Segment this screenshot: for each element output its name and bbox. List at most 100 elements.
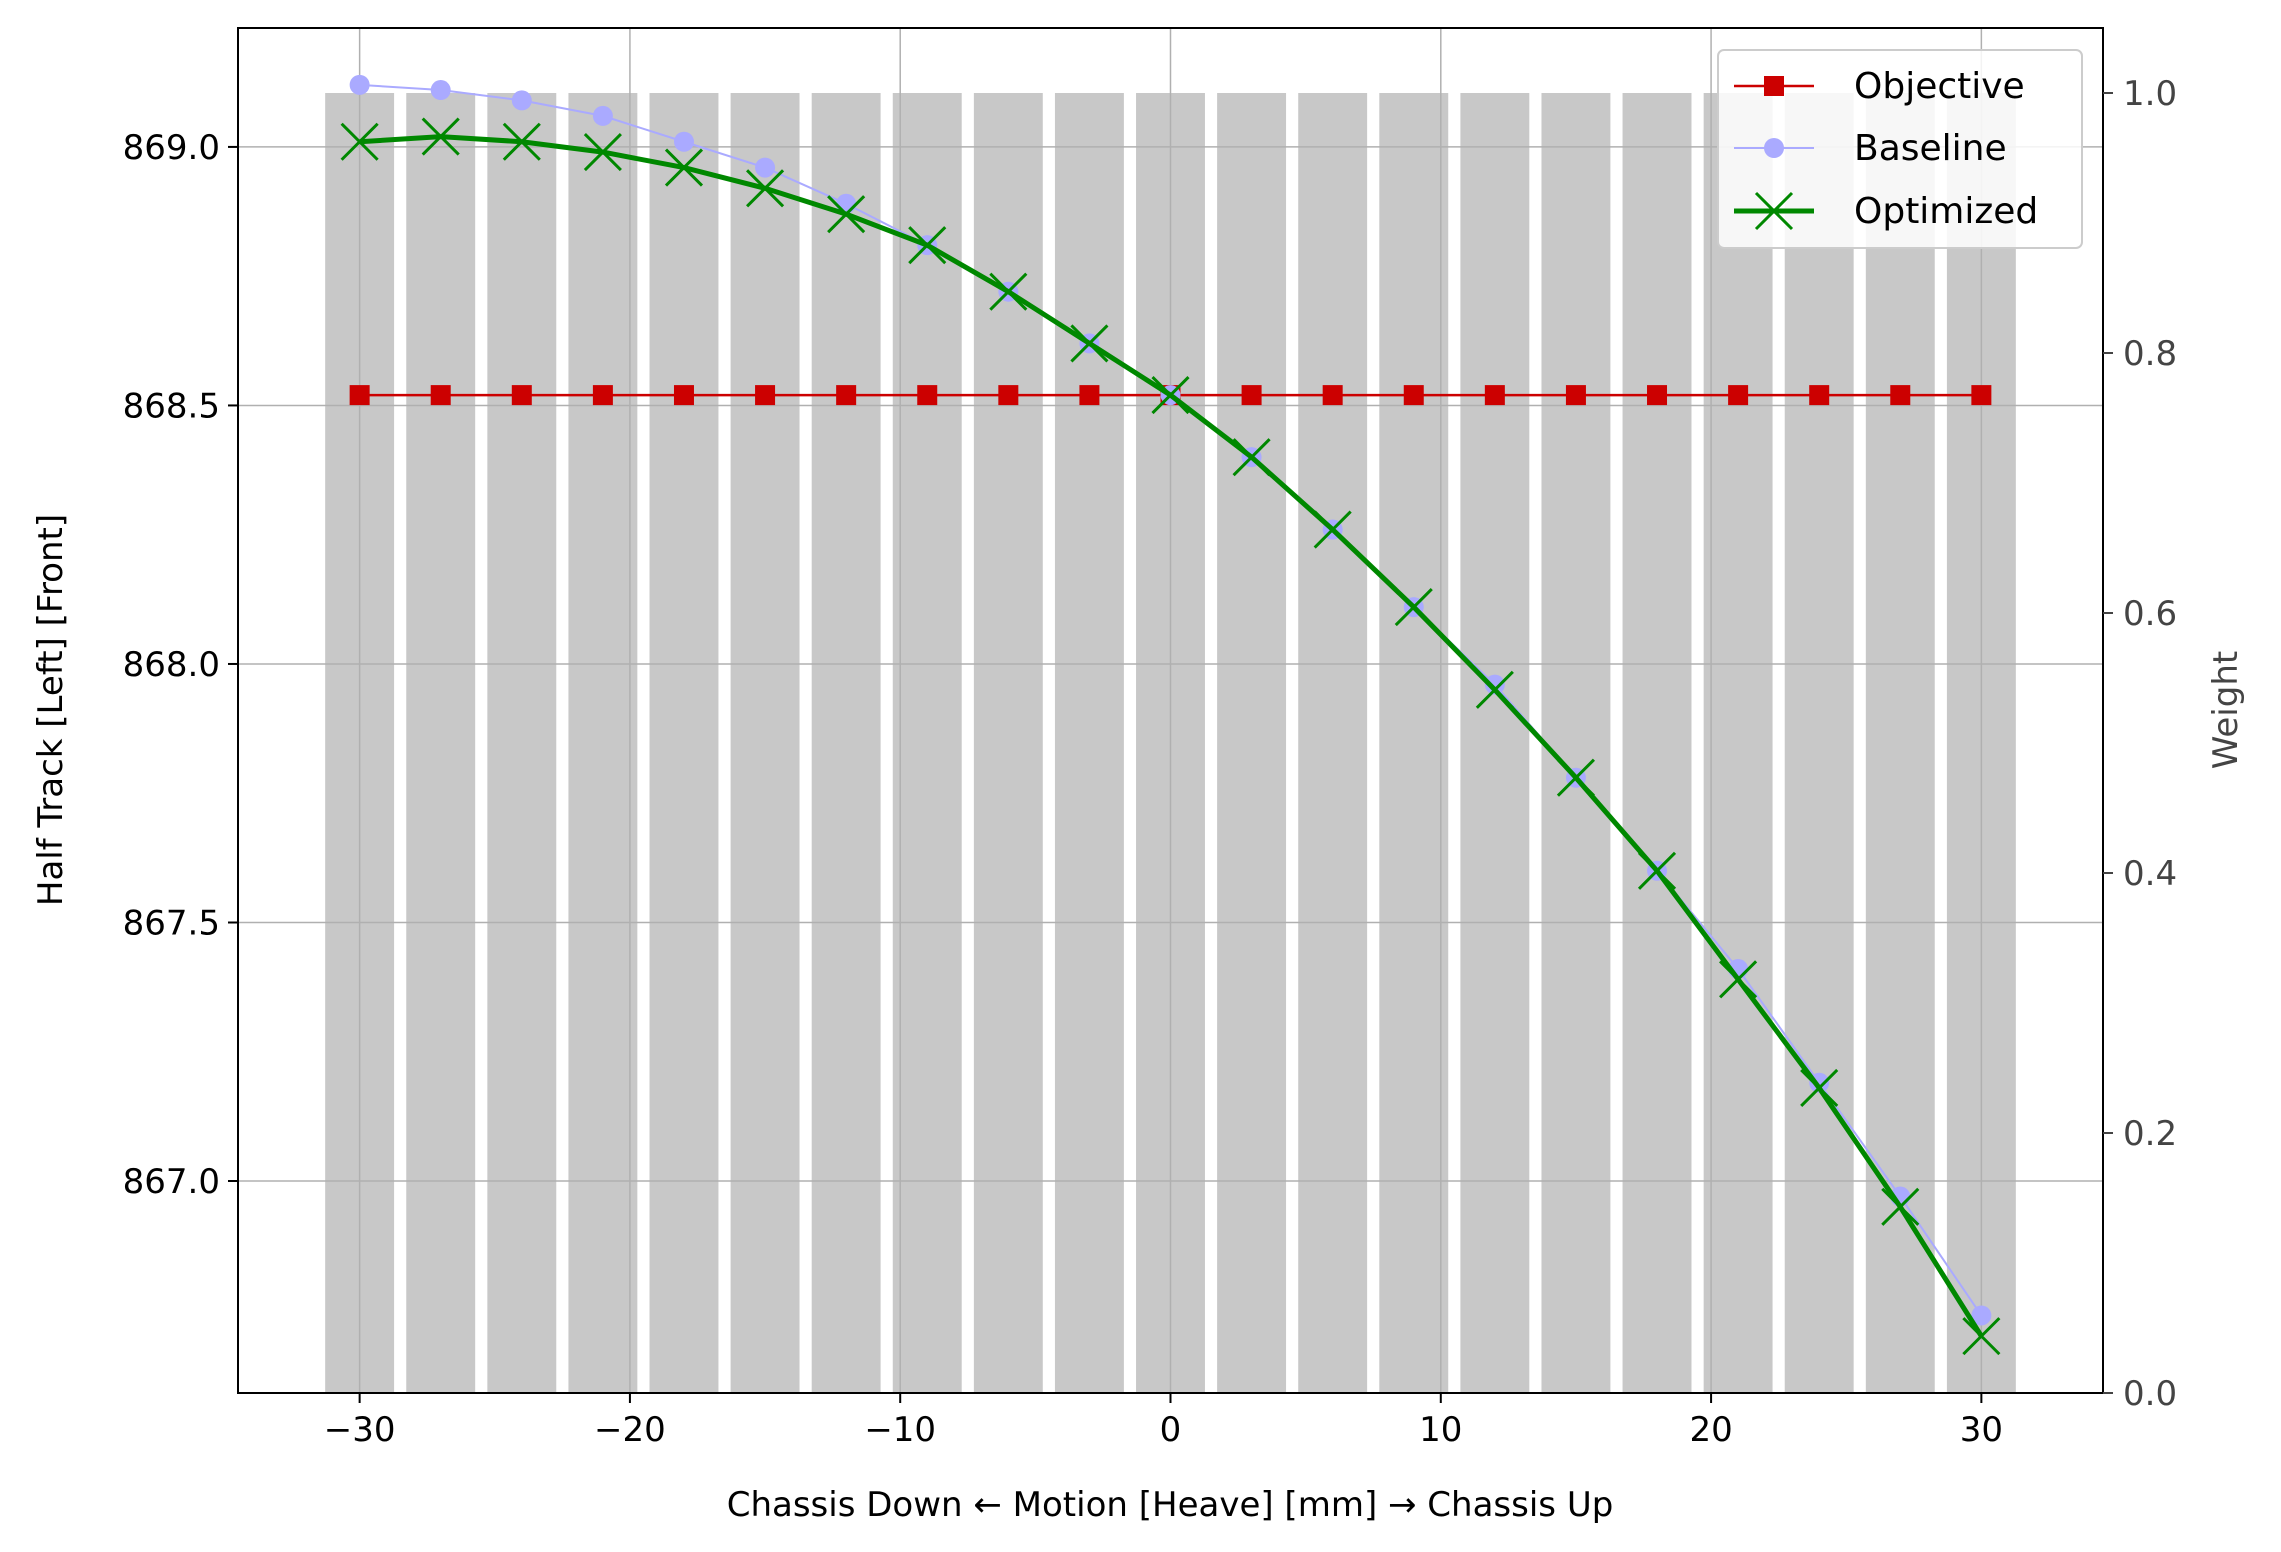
weight-bar	[1298, 93, 1368, 1393]
legend-box	[1717, 49, 2083, 249]
objective-point	[430, 385, 451, 406]
optimized-point	[827, 195, 866, 234]
objective-point	[998, 385, 1019, 406]
objective-point	[1484, 385, 1505, 406]
objective-point	[1890, 385, 1911, 406]
x-tick-label: 30	[1960, 1410, 2003, 1450]
weight-bar	[568, 93, 638, 1393]
optimized-point	[1800, 1068, 1839, 1108]
weight-bar	[811, 93, 881, 1393]
optimized-point	[989, 272, 1028, 311]
weight-bar	[1703, 93, 1773, 1393]
y2-tick-label: 0.2	[2123, 1114, 2177, 1154]
series-lines	[340, 74, 2001, 1356]
baseline-point	[511, 90, 532, 111]
objective-point	[592, 385, 613, 406]
optimized-point	[1719, 960, 1758, 999]
y2-tick-label: 0.6	[2123, 594, 2177, 634]
objective-point	[1728, 385, 1749, 406]
objective-point	[1809, 385, 1830, 406]
objective-point	[1565, 385, 1586, 406]
objective-point	[755, 385, 776, 406]
legend-objective-label: Objective	[1854, 66, 2025, 107]
objective-point	[1322, 385, 1343, 406]
baseline-point	[430, 80, 451, 101]
optimized-point	[502, 122, 541, 161]
weight-bar	[1217, 93, 1287, 1393]
optimized-point	[1070, 324, 1109, 363]
optimized-point	[1394, 588, 1433, 627]
objective-point	[1647, 385, 1668, 406]
weight-bar	[649, 93, 719, 1393]
objective-point	[511, 385, 532, 406]
baseline-point	[1971, 1305, 1992, 1326]
optimized-point	[1313, 510, 1352, 549]
objective-point	[673, 385, 694, 406]
y2-tick-label: 1.0	[2123, 74, 2177, 114]
x-tick-label: −30	[324, 1410, 396, 1450]
weight-bar	[1541, 93, 1611, 1393]
weight-bar	[973, 93, 1043, 1393]
objective-point	[1079, 385, 1100, 406]
optimized-point	[340, 122, 379, 161]
optimized-point	[1637, 851, 1677, 890]
optimized-point	[1151, 376, 1190, 415]
legend: Objective Baseline Optimized	[1717, 49, 2083, 249]
weight-bars	[325, 93, 2016, 1393]
objective-point	[1971, 385, 1992, 406]
y-tick-label: 867.5	[123, 903, 220, 943]
baseline-point	[349, 74, 370, 95]
optimized-point	[583, 133, 622, 172]
weight-bar	[1054, 93, 1124, 1393]
weight-bar	[1784, 93, 1854, 1393]
objective-point	[1241, 385, 1262, 406]
legend-baseline-label: Baseline	[1854, 128, 2007, 169]
weight-bar	[487, 93, 557, 1393]
y2-tick-label: 0.4	[2123, 854, 2177, 894]
objective-point	[349, 385, 370, 406]
optimized-point	[1962, 1317, 2001, 1356]
optimized-point	[421, 117, 460, 156]
y2-tick-label: 0.8	[2123, 334, 2177, 374]
axis-ticks: −30 −20 −10 0 10 20 30 867.0 867.5 868.0 868.5 869.…	[123, 74, 2177, 1450]
objective-point	[917, 385, 938, 406]
x-tick-label: 0	[1160, 1410, 1182, 1450]
weight-bar	[1622, 93, 1692, 1393]
optimized-point	[1475, 670, 1514, 709]
weight-bar	[406, 93, 476, 1393]
objective-point	[836, 385, 857, 406]
weight-bar	[892, 93, 962, 1393]
legend-baseline-marker	[1764, 138, 1784, 158]
optimized-point	[664, 148, 704, 187]
x-tick-label: 10	[1419, 1410, 1462, 1450]
y2-tick-label: 0.0	[2123, 1374, 2177, 1414]
y-tick-label: 869.0	[123, 128, 220, 168]
x-tick-label: 20	[1689, 1410, 1732, 1450]
baseline-point	[755, 157, 776, 178]
baseline-point	[673, 131, 694, 152]
legend-optimized-marker	[1754, 191, 1794, 231]
optimized-point	[1881, 1187, 1920, 1226]
y-tick-label: 868.0	[123, 645, 220, 685]
legend-optimized-label: Optimized	[1854, 191, 2038, 232]
y2-axis-label: Weight	[2206, 651, 2246, 769]
y-tick-label: 867.0	[123, 1162, 220, 1202]
y-axis-label: Half Track [Left] [Front]	[31, 514, 71, 906]
optimized-point	[1556, 758, 1595, 797]
weight-bar	[730, 93, 800, 1393]
optimized-point	[908, 226, 947, 265]
optimized-point	[1232, 438, 1271, 477]
x-tick-label: −10	[864, 1410, 936, 1450]
x-tick-label: −20	[594, 1410, 666, 1450]
objective-point	[1403, 385, 1424, 406]
legend-objective-marker	[1764, 76, 1784, 96]
weight-bar	[1379, 93, 1449, 1393]
baseline-point	[592, 105, 613, 126]
y-tick-label: 868.5	[123, 386, 220, 426]
weight-bar	[1460, 93, 1530, 1393]
x-axis-label: Chassis Down ← Motion [Heave] [mm] → Cha…	[727, 1485, 1614, 1525]
baseline-point	[1484, 674, 1505, 695]
optimized-point	[746, 169, 785, 208]
grid	[238, 28, 2103, 1393]
